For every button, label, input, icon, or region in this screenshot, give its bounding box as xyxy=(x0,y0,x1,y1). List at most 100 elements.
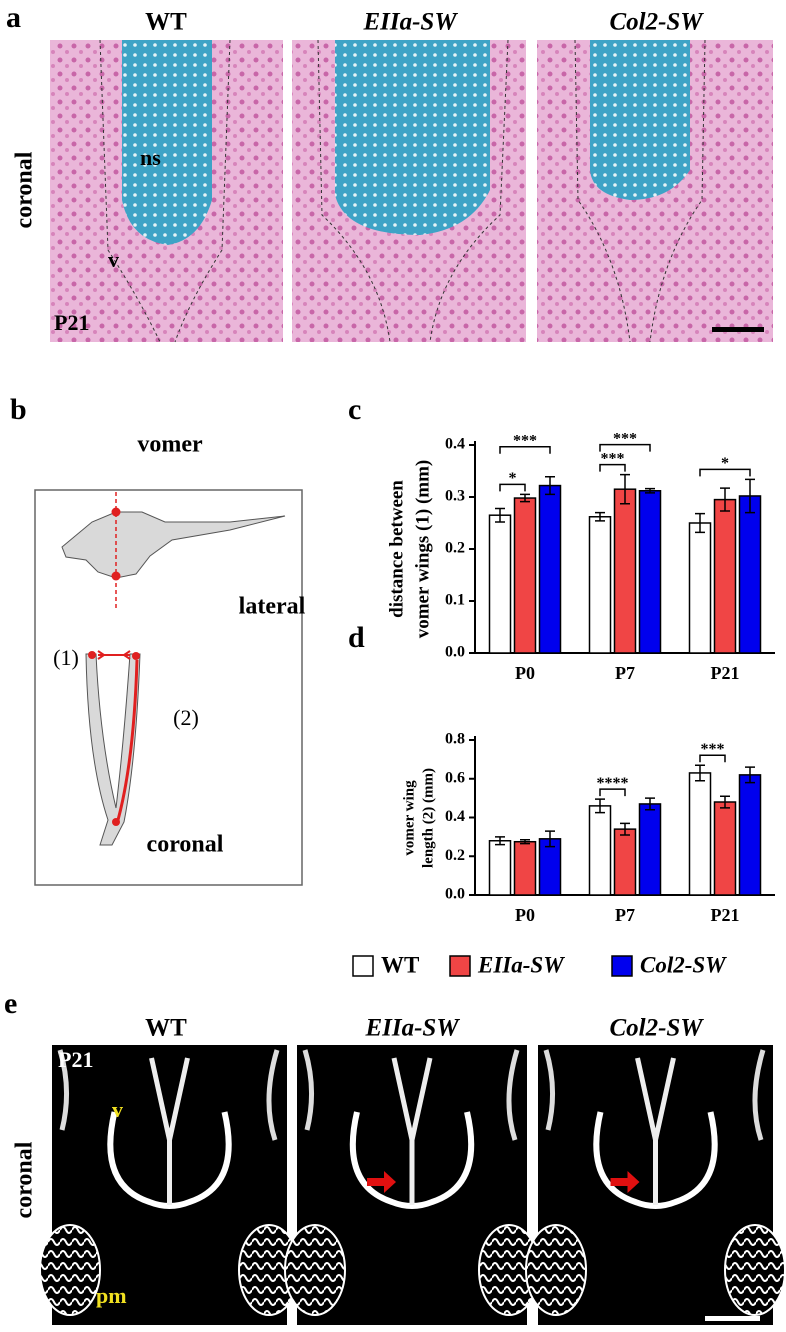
error-bar xyxy=(745,478,755,514)
legend-swatch xyxy=(352,955,374,977)
error-bar xyxy=(520,839,530,845)
error-bar xyxy=(520,493,530,503)
image-annotation: v xyxy=(112,1097,123,1122)
axis-title: vomer wings (1) (mm) xyxy=(412,460,433,639)
y-tick-label: 0.6 xyxy=(445,769,465,786)
significance-bracket xyxy=(599,443,651,452)
premaxilla xyxy=(724,1224,786,1316)
error-bar xyxy=(645,797,655,811)
image-annotation: P21 xyxy=(54,310,89,335)
significance-bracket xyxy=(599,788,626,797)
bar xyxy=(638,803,662,896)
image-title: WT xyxy=(145,9,187,36)
x-tick-label: P21 xyxy=(711,663,740,683)
error-bar xyxy=(595,798,605,814)
y-tick-label: 0.0 xyxy=(445,886,465,903)
bar xyxy=(613,488,637,654)
significance-bracket xyxy=(499,483,526,492)
x-tick-label: P0 xyxy=(515,905,535,925)
vomer-bone xyxy=(107,1111,232,1209)
premaxilla xyxy=(525,1224,587,1316)
cartilage xyxy=(122,40,212,245)
cartilage xyxy=(335,40,490,235)
bar xyxy=(688,772,712,896)
landmark xyxy=(112,818,120,826)
x-tick-label: P7 xyxy=(615,905,635,925)
y-tick-label: 0.8 xyxy=(445,731,465,748)
image-annotation: P21 xyxy=(58,1047,93,1072)
significance-label: * xyxy=(721,455,729,472)
axis-title: vomer wing xyxy=(401,780,417,856)
significance-label: **** xyxy=(597,775,629,792)
panel-label: d xyxy=(348,621,365,654)
outline xyxy=(99,39,231,343)
y-tick-label: 0.4 xyxy=(445,436,465,453)
error-bar xyxy=(545,830,555,848)
y-tick-label: 0.4 xyxy=(445,808,465,825)
significance-bracket xyxy=(699,468,751,477)
bar xyxy=(638,490,662,654)
error-bar xyxy=(620,473,630,505)
error-bar xyxy=(495,836,505,846)
y-tick-label: 0.0 xyxy=(445,644,465,661)
image-title: EIIa-SW xyxy=(364,1015,460,1042)
y-tick-label: 0.2 xyxy=(445,540,465,557)
bar xyxy=(488,840,512,896)
ct-images xyxy=(39,1045,786,1325)
image-title: Col2-SW xyxy=(609,9,704,36)
diagram-box xyxy=(34,489,303,886)
vomer-bone xyxy=(593,1111,718,1209)
side-label: coronal xyxy=(12,1141,38,1218)
legend-label: Col2-SW xyxy=(640,952,727,977)
significance-bracket xyxy=(499,445,551,454)
bar xyxy=(513,497,537,654)
y-tick-label: 0.2 xyxy=(445,847,465,864)
significance-label: *** xyxy=(601,450,625,467)
red-arrow xyxy=(367,1171,396,1193)
y-tick-label: 0.1 xyxy=(445,592,465,609)
lateral-shape xyxy=(61,511,286,579)
side-label: coronal xyxy=(12,151,38,228)
image-title: WT xyxy=(145,1015,187,1042)
arrowheads xyxy=(97,650,131,660)
error-bar xyxy=(720,487,730,512)
measure-label: (2) xyxy=(173,705,199,730)
bar xyxy=(738,774,762,896)
view-label: coronal xyxy=(147,832,224,858)
error-bar xyxy=(645,487,655,494)
vomer-bone xyxy=(149,1057,190,1205)
legend-label: WT xyxy=(381,952,419,977)
coronal-shape xyxy=(85,653,141,846)
bar xyxy=(713,801,737,896)
bar xyxy=(588,805,612,896)
outline xyxy=(574,39,706,343)
significance-label: *** xyxy=(613,430,637,447)
bone-fragment xyxy=(302,1049,520,1141)
x-tick-label: P7 xyxy=(615,663,635,683)
measure-label: (1) xyxy=(53,645,79,670)
panel-label: a xyxy=(6,1,21,34)
image-annotation: v xyxy=(108,247,119,272)
x-tick-label: P21 xyxy=(711,905,740,925)
scale-bar xyxy=(705,1316,760,1321)
image-annotation: ns xyxy=(140,145,161,170)
significance-bracket xyxy=(699,754,726,763)
measure-2 xyxy=(116,659,139,821)
x-tick-label: P0 xyxy=(515,663,535,683)
image-annotation: pm xyxy=(96,1283,127,1308)
error-bar xyxy=(745,766,755,784)
red-arrow xyxy=(610,1171,640,1193)
error-bar xyxy=(595,511,605,522)
bar xyxy=(688,522,712,654)
significance-label: *** xyxy=(513,432,537,449)
bar xyxy=(488,514,512,654)
bar xyxy=(513,840,537,896)
y-tick-label: 0.3 xyxy=(445,488,465,505)
error-bar xyxy=(495,507,505,523)
landmark xyxy=(111,571,121,581)
image-title: EIIa-SW xyxy=(362,9,458,36)
legend-swatch xyxy=(611,955,633,977)
premaxilla xyxy=(39,1224,101,1316)
error-bar xyxy=(545,475,555,496)
